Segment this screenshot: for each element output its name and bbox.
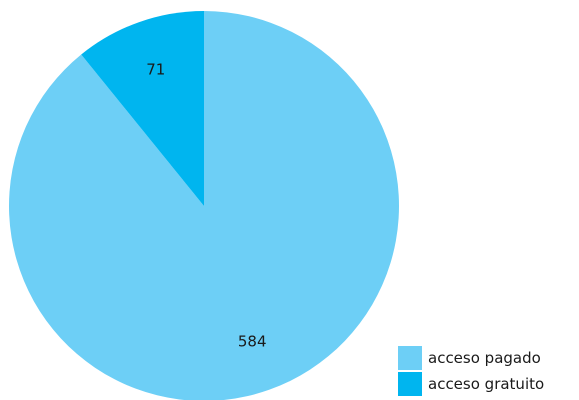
legend-swatch-acceso-gratuito: [398, 372, 422, 396]
pie-slice-acceso-pagado: [9, 11, 399, 400]
pie-data-labels: 584 71: [146, 60, 266, 350]
pie-data-label-acceso-gratuito: 71: [146, 60, 165, 78]
legend-item-acceso-gratuito: acceso gratuito: [398, 372, 544, 396]
legend-swatch-acceso-pagado: [398, 346, 422, 370]
pie-slice-acceso-gratuito: [81, 11, 204, 206]
pie-data-label-acceso-pagado: 584: [238, 333, 267, 351]
legend-label-acceso-pagado: acceso pagado: [428, 349, 541, 367]
legend-label-acceso-gratuito: acceso gratuito: [428, 375, 545, 393]
legend-item-acceso-pagado: acceso pagado: [398, 346, 544, 370]
legend: acceso pagado acceso gratuito: [398, 346, 544, 396]
pie-slices: [9, 11, 399, 400]
